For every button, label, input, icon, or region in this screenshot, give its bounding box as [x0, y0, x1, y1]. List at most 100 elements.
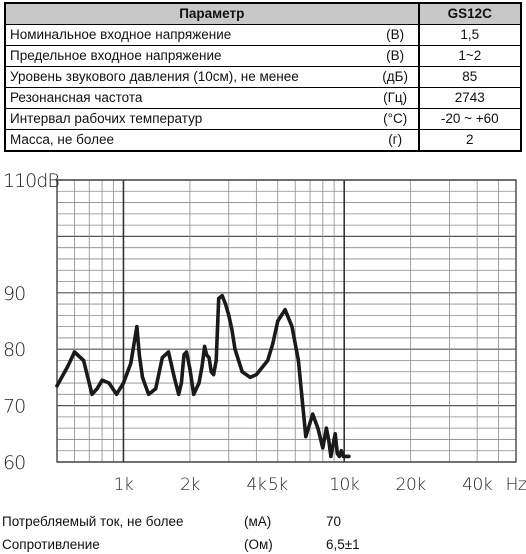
param-unit: (В): [372, 24, 419, 46]
curve-point: [211, 372, 216, 377]
param-name: Резонансная частота: [5, 87, 373, 109]
curve-point: [214, 358, 218, 363]
curve-point: [327, 437, 331, 442]
param-value: -20 ~ +60: [417, 108, 521, 130]
x-tick-label: 20k: [396, 475, 427, 495]
curve-point: [223, 302, 228, 306]
table-header-row: Параметр GS12C: [5, 3, 521, 25]
curve-point: [347, 454, 351, 458]
curve-point: [333, 432, 337, 436]
curve-point: [137, 353, 141, 357]
x-axis-labels: 1k 2k 4k 5k 10k 20k 40k Hz: [114, 475, 526, 495]
x-tick-label: 1k: [114, 475, 134, 495]
plot-area: [57, 180, 516, 462]
param-value: 2: [417, 129, 521, 151]
header-parameter: Параметр: [5, 3, 419, 25]
curve-point: [107, 381, 111, 385]
response-curve: [55, 293, 351, 459]
header-model: GS12C: [417, 3, 521, 25]
curve-point: [248, 375, 252, 379]
curve-point: [129, 361, 133, 365]
curve-point: [202, 344, 207, 348]
param-value: 1,5: [417, 24, 521, 46]
param-name: Масса, не более: [5, 129, 373, 151]
curve-point: [66, 364, 70, 368]
curve-point: [154, 387, 158, 391]
curve-point: [240, 370, 244, 374]
curve-point: [230, 327, 234, 332]
curve-point: [179, 381, 183, 385]
curve-point: [296, 358, 300, 363]
curve-point: [177, 392, 181, 396]
curve-point: [72, 350, 77, 354]
curve-point: [329, 454, 333, 458]
table-row: Интервал рабочих температур (°С) -20 ~ +60: [5, 108, 521, 130]
footer-name: Сопротивление: [2, 537, 100, 552]
curve-point: [135, 325, 139, 329]
param-unit: (Гц): [372, 87, 419, 109]
param-name: Уровень звукового давления (10см), не ме…: [5, 66, 373, 88]
curve-point: [166, 350, 171, 354]
param-value: 2743: [417, 87, 521, 109]
curve-point: [321, 446, 325, 450]
spec-table: Параметр GS12C Номинальное входное напря…: [4, 2, 522, 152]
param-value: 85: [417, 66, 521, 88]
param-unit: (г): [372, 129, 419, 151]
frequency-response-chart: 110dB 90 80 70 60 1k 2k 4k 5k 10k 20k 40k Hz: [3, 170, 526, 495]
curve-point: [140, 375, 145, 379]
curve-point: [55, 384, 59, 388]
curve-point: [192, 392, 196, 396]
curve-point: [335, 451, 339, 456]
curve-point: [172, 375, 176, 379]
curve-point: [283, 308, 287, 312]
curve-point: [276, 319, 280, 323]
footer-value: 6,5±1: [326, 537, 360, 552]
curve-point: [188, 367, 192, 371]
param-unit: (В): [372, 45, 419, 67]
param-name: Предельное входное напряжение: [5, 45, 373, 67]
curve-point: [204, 353, 209, 357]
curve-point: [121, 381, 126, 385]
curve-point: [290, 325, 294, 329]
footer-unit: (мА): [244, 514, 272, 529]
x-tick-label: 4k: [247, 475, 267, 495]
x-tick-label: 40k: [462, 475, 493, 495]
x-tick-label: 2k: [180, 475, 200, 495]
plot-border: [56, 179, 517, 463]
x-tick-label: 5k: [268, 475, 288, 495]
param-name: Номинальное входное напряжение: [5, 24, 373, 46]
table-row: Резонансная частота (Гц) 2743: [5, 87, 521, 109]
curve-point: [114, 392, 119, 396]
param-unit: (°С): [372, 108, 419, 130]
param-unit: (дБ): [372, 66, 419, 88]
curve-point: [254, 372, 258, 377]
curve-point: [200, 364, 204, 368]
footer-name: Потребляемый ток, не более: [2, 514, 184, 529]
curve-point: [227, 313, 231, 317]
y-axis-labels: 110dB 90 80 70 60: [3, 170, 60, 474]
table-row: Предельное входное напряжение (В) 1~2: [5, 45, 521, 67]
curve-point: [184, 350, 189, 354]
curve-point: [311, 412, 315, 416]
curve-point: [304, 435, 308, 439]
y-tick-label: 110dB: [3, 170, 59, 192]
table-row: Масса, не более (г) 2: [5, 129, 521, 151]
y-tick-label: 90: [3, 283, 25, 305]
curve-point: [82, 358, 86, 363]
response-curve-group: [55, 293, 351, 459]
curve-point: [337, 454, 341, 458]
curve-point: [182, 353, 186, 357]
chart-grid: [56, 179, 517, 463]
curve-point: [339, 449, 343, 453]
curve-point: [324, 426, 328, 430]
curve-point: [217, 296, 221, 301]
curve-point: [100, 378, 104, 382]
curve-point: [147, 392, 151, 396]
footer-value: 70: [326, 514, 342, 529]
curve-point: [209, 370, 213, 374]
y-tick-label: 60: [3, 452, 25, 474]
y-tick-label: 80: [3, 339, 25, 361]
curve-point: [316, 426, 320, 430]
table-row: Номинальное входное напряжение (В) 1,5: [5, 24, 521, 46]
param-value: 1~2: [417, 45, 521, 67]
